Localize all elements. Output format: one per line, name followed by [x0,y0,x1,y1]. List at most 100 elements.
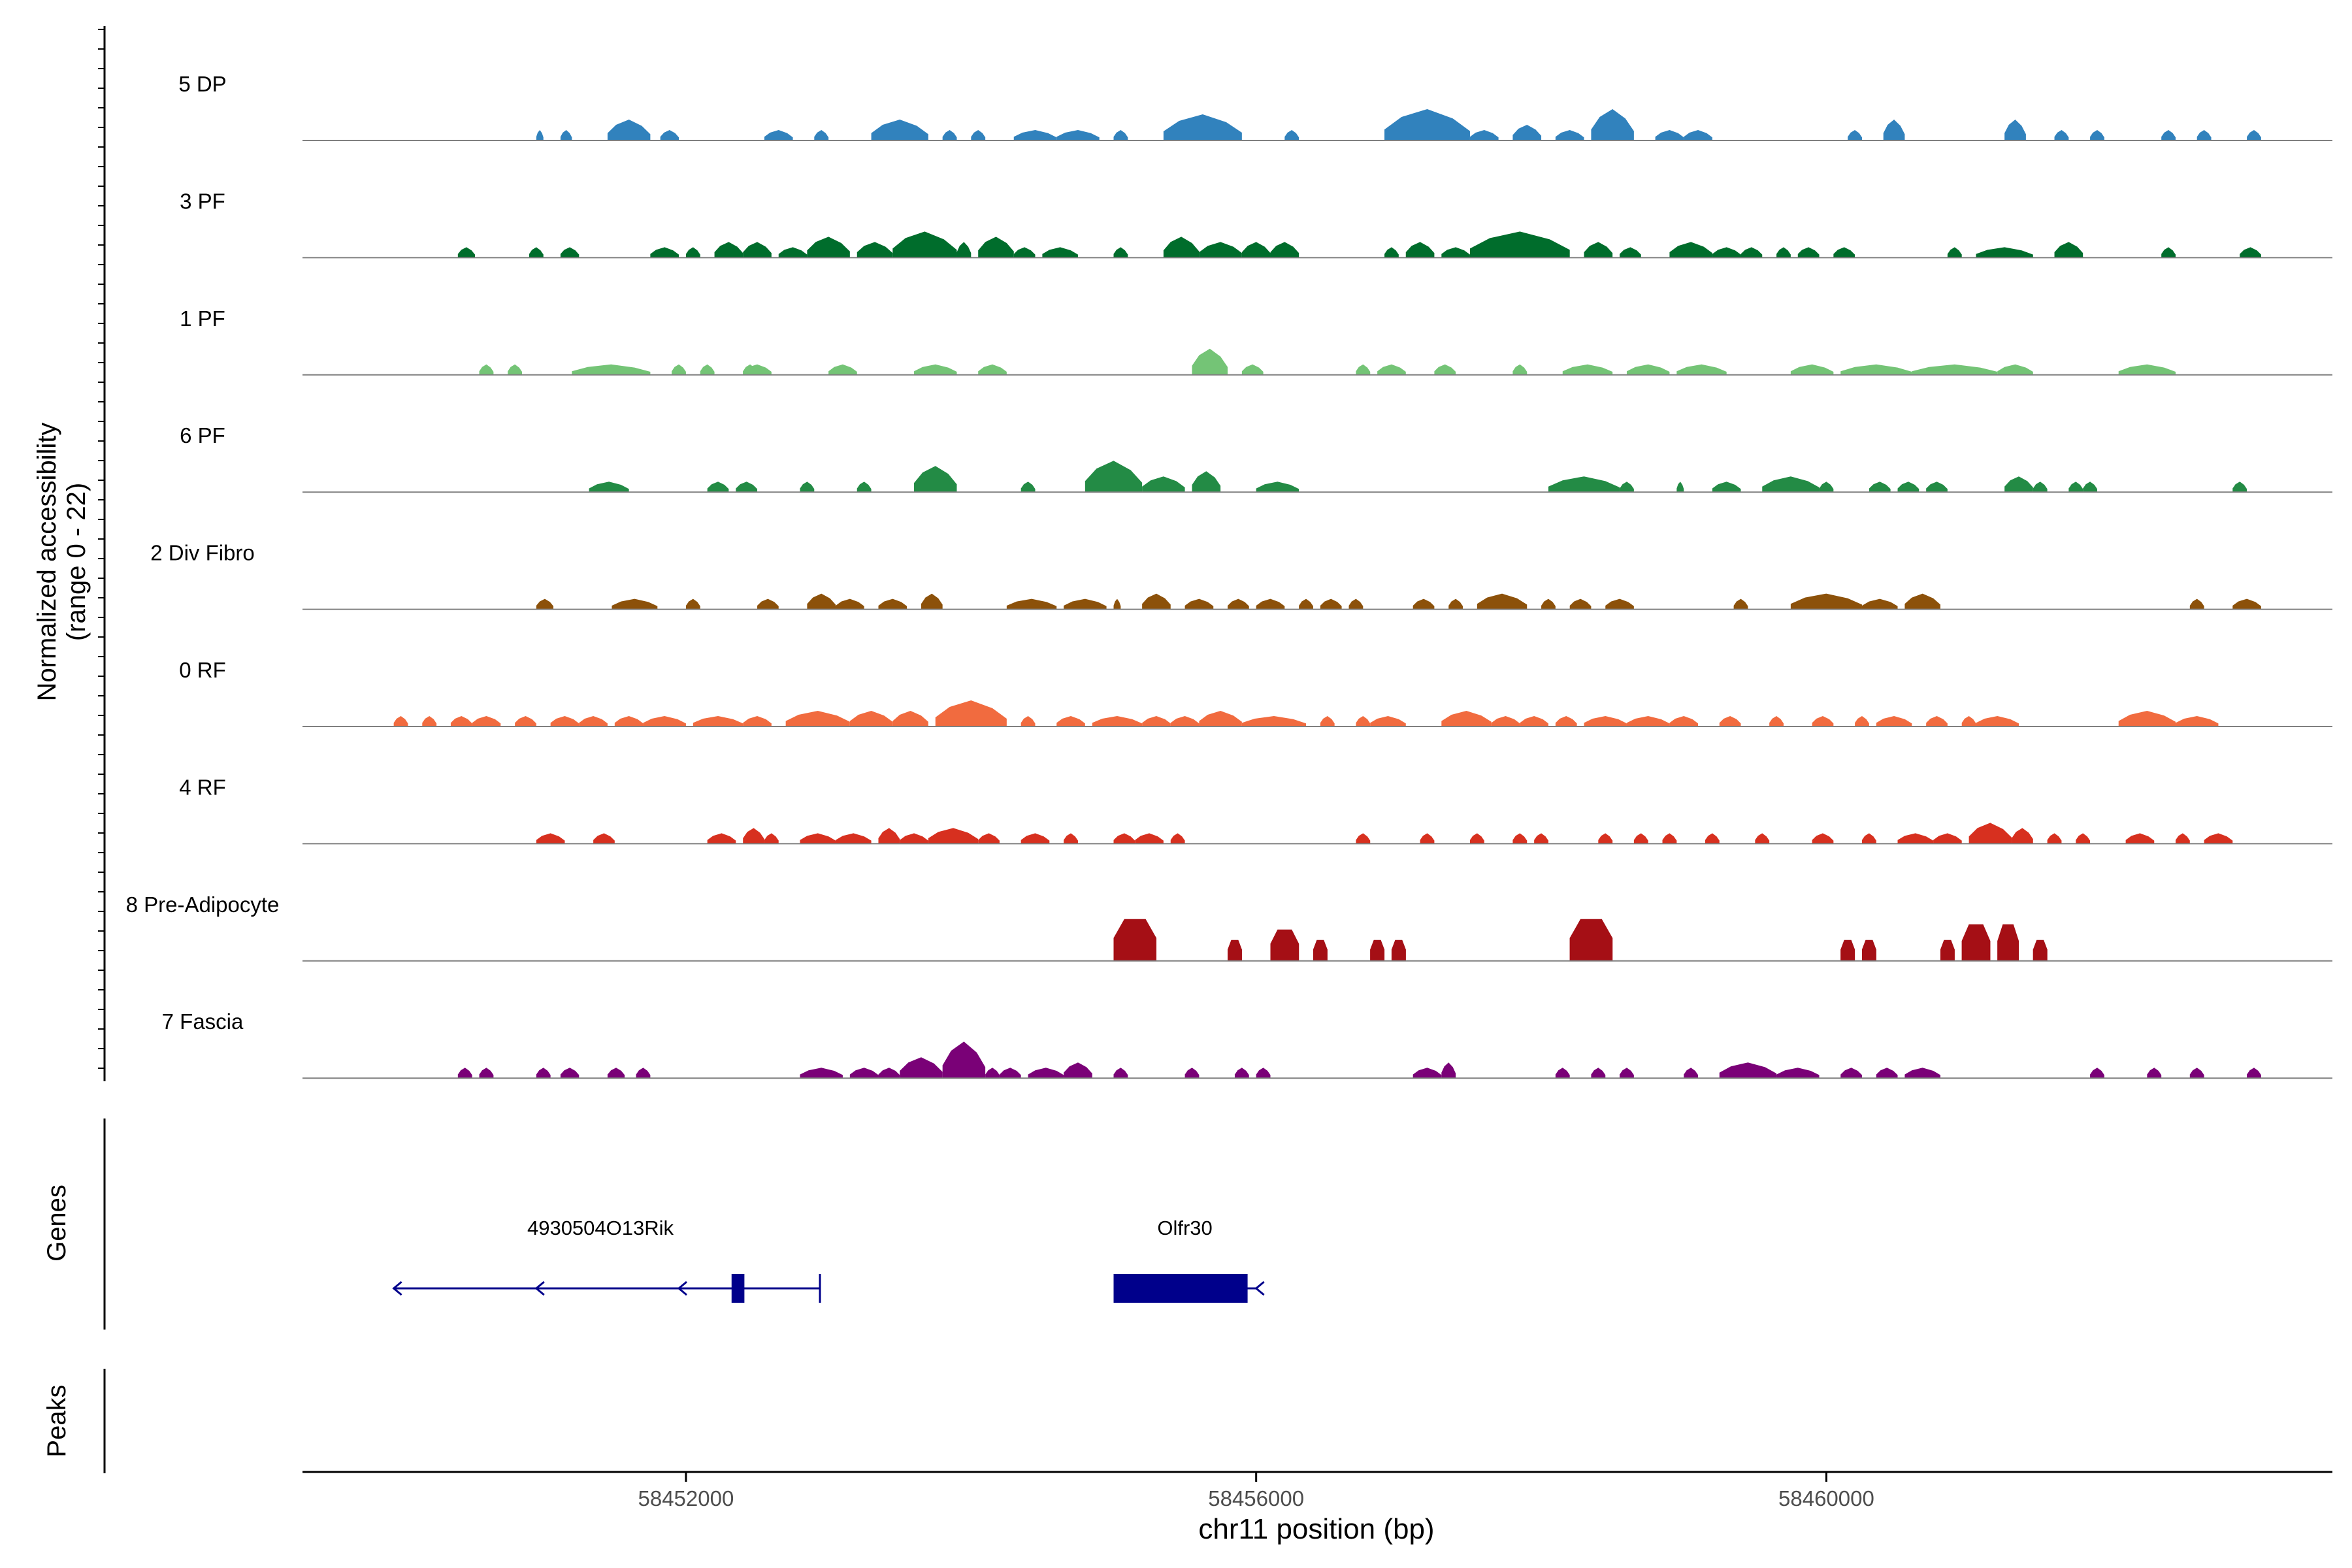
gene-label: Olfr30 [1157,1217,1212,1239]
coverage-peak [2204,833,2233,844]
coverage-peak [1441,711,1492,727]
coverage-peak [921,593,943,610]
track-label: 2 Div Fibro [150,541,255,565]
coverage-peak [1861,598,1898,610]
coverage-peak [607,120,651,140]
coverage-peak [1840,939,1855,961]
coverage-peak [978,237,1014,258]
coverage-peak [736,482,758,493]
coverage-peak [1662,833,1677,844]
coverage-peak [1384,109,1470,140]
coverage-peak [2175,716,2219,727]
track-4-rf: 4 RF [179,775,2332,845]
coverage-peak [1740,247,1763,258]
coverage-peak [1142,593,1171,610]
coverage-peak [1170,833,1185,844]
coverage-peak [2240,247,2261,258]
coverage-peak [2118,364,2176,375]
coverage-peak [942,1041,986,1079]
coverage-peak [1776,1068,1820,1079]
track-label: 4 RF [179,775,226,799]
coverage-peak [393,716,408,727]
coverage-peak [1555,716,1577,727]
coverage-peak [1548,476,1620,493]
y-axis-label-line2: (range 0 - 22) [62,483,91,641]
coverage-peak [900,833,928,844]
coverage-peak [1469,833,1484,844]
coverage-peak [1184,1068,1200,1079]
coverage-peak [1013,130,1057,140]
coverage-peak [892,231,957,258]
coverage-peak [1940,939,1955,961]
coverage-peak [1113,130,1128,140]
coverage-peak [971,130,986,140]
coverage-peak [607,1068,625,1079]
coverage-peak [1997,364,2033,375]
coverage-peak [942,130,957,140]
coverage-peak [2047,833,2062,844]
coverage-peak [1142,476,1185,493]
coverage-peak [914,364,957,375]
coverage-peak [1520,716,1548,727]
track-label: 6 PF [180,423,225,448]
x-axis-label: chr11 position (bp) [1198,1513,1434,1545]
coverage-peak [536,833,565,844]
track-label: 7 Fascia [162,1009,244,1034]
coverage-peak [807,237,850,258]
coverage-peak [1512,364,1527,375]
coverage-peak [560,247,580,258]
coverage-peak [2083,482,2097,493]
coverage-peak [836,833,872,844]
coverage-peak [1113,598,1121,610]
coverage-peak [1997,924,2019,961]
coverage-peak [1669,716,1699,727]
coverage-peak [1719,1062,1777,1079]
coverage-peak [807,593,836,610]
coverage-peak [1676,482,1684,493]
coverage-peak [660,130,679,140]
coverage-peak [2147,1068,2162,1079]
gene-exon [731,1274,745,1303]
coverage-peak [1968,823,2012,844]
coverage-peak [764,833,779,844]
coverage-peak [828,364,857,375]
coverage-peak [1541,598,1556,610]
coverage-peak [1163,114,1242,140]
coverage-peak [572,364,651,375]
track-0-rf: 0 RF [179,658,2332,727]
coverage-peak [1085,461,1143,493]
track-1-pf: 1 PF [180,306,2332,376]
gene-olfr30: Olfr30 [1113,1217,1265,1303]
coverage-peak [1284,130,1299,140]
coverage-peak [978,833,1000,844]
coverage-peak [1869,482,1891,493]
coverage-peak [685,598,700,610]
coverage-peak [1598,833,1613,844]
track-7-fascia: 7 Fascia [162,1009,2332,1079]
coverage-peak [814,130,829,140]
coverage-peak [2054,130,2069,140]
coverage-peak [693,716,743,727]
coverage-peak [1790,593,1862,610]
coverage-peak [1620,247,1641,258]
coverage-peak [1626,364,1670,375]
coverage-peak [1534,833,1548,844]
coverage-peak [1840,1068,1862,1079]
coverage-peak [508,364,523,375]
coverage-peak [800,482,815,493]
coverage-peak [1021,482,1036,493]
coverage-peak [1861,833,1876,844]
x-tick-label: 58460000 [1778,1486,1874,1511]
coverage-peak [1092,716,1143,727]
track-3-pf: 3 PF [180,189,2332,259]
coverage-peak [2232,482,2247,493]
coverage-peak [1712,247,1741,258]
coverage-peak [1042,247,1078,258]
coverage-peak [1676,364,1727,375]
coverage-tracks: 5 DP 3 PF 1 PF 6 PF 2 Div Fibro 0 RF 4 RF 8 Pre… [126,72,2332,1079]
coverage-peak [1848,130,1862,140]
coverage-peak [1705,833,1720,844]
strand-arrow [677,1281,687,1296]
track-5-dp: 5 DP [178,72,2332,141]
coverage-peak [1469,231,1570,258]
